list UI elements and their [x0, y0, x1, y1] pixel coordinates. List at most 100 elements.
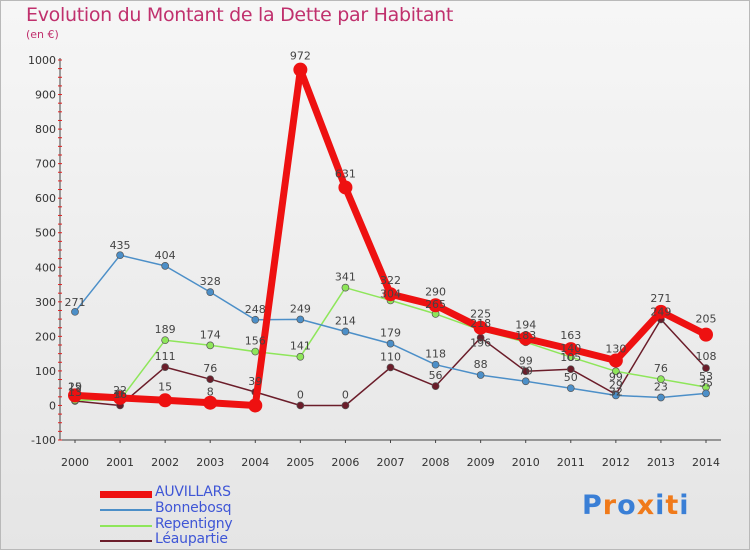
data-label: 205: [696, 313, 717, 326]
data-label: 196: [470, 337, 491, 350]
data-point-repentigny: [296, 352, 305, 361]
data-point-bonnebosq: [521, 377, 530, 386]
x-tick-label: 2003: [196, 456, 224, 469]
data-point-bonnebosq: [386, 339, 395, 348]
data-label: 50: [564, 371, 578, 384]
data-label: 56: [429, 369, 443, 382]
data-label: 189: [155, 323, 176, 336]
chart-title: Evolution du Montant de la Dette par Hab…: [26, 4, 454, 26]
data-point-auvillars: [563, 342, 578, 357]
y-tick-label: 500: [35, 227, 56, 240]
data-point-leaupartie: [161, 363, 169, 371]
data-point-bonnebosq: [657, 393, 665, 402]
x-tick-label: 2009: [467, 456, 495, 469]
data-point-auvillars: [338, 180, 353, 195]
data-point-auvillars: [383, 287, 398, 302]
x-tick-label: 2002: [151, 456, 179, 469]
data-label: 35: [699, 376, 713, 389]
data-point-leaupartie: [521, 367, 530, 376]
data-point-repentigny: [341, 283, 350, 292]
data-label: 99: [609, 370, 623, 383]
data-label: 108: [696, 350, 717, 363]
data-label: 174: [200, 328, 221, 341]
data-label: 16: [113, 388, 127, 401]
data-label: 111: [155, 350, 176, 363]
x-tick-label: 2012: [602, 456, 630, 469]
logo-letter: x: [636, 490, 656, 521]
data-label: 0: [297, 388, 304, 401]
data-point-bonnebosq: [116, 251, 124, 260]
data-point-auvillars: [699, 327, 713, 342]
data-point-leaupartie: [386, 363, 395, 372]
y-tick-label: 600: [35, 192, 56, 205]
y-tick-label: 300: [35, 296, 56, 309]
data-point-auvillars: [248, 398, 263, 413]
data-label: 141: [290, 340, 311, 353]
data-label: 328: [200, 275, 221, 288]
x-tick-label: 2004: [241, 456, 269, 469]
data-point-bonnebosq: [296, 315, 305, 324]
data-label: 99: [519, 354, 533, 367]
data-label: 304: [380, 287, 401, 300]
legend-label-bonnebosq: Bonnebosq: [155, 500, 232, 516]
data-label: 435: [110, 239, 131, 252]
data-point-leaupartie: [702, 364, 710, 372]
data-label: 76: [654, 362, 668, 375]
legend-label-repentigny: Repentigny: [155, 516, 233, 532]
data-label: 110: [380, 350, 401, 363]
logo-letter: i: [679, 490, 690, 521]
data-label: 0: [117, 387, 124, 400]
data-point-bonnebosq: [161, 262, 169, 270]
y-tick-label: 800: [35, 123, 56, 136]
data-point-leaupartie: [206, 375, 215, 384]
proxiti-logo: Proxiti: [582, 490, 690, 521]
data-point-auvillars: [653, 304, 668, 319]
y-tick-label: 0: [49, 399, 56, 412]
data-point-auvillars: [428, 298, 443, 313]
data-label: 53: [699, 370, 713, 383]
x-tick-label: 2000: [61, 456, 89, 469]
data-point-bonnebosq: [71, 307, 79, 316]
data-label: 70: [519, 364, 533, 377]
data-point-auvillars: [113, 390, 128, 405]
x-tick-label: 2013: [647, 456, 675, 469]
data-point-leaupartie: [431, 382, 440, 390]
y-tick-label: -100: [31, 434, 56, 447]
data-label: 13: [68, 386, 82, 399]
data-label: 29: [609, 378, 623, 391]
data-label: 15: [68, 380, 82, 393]
data-point-auvillars: [68, 388, 82, 403]
data-label: 271: [650, 292, 671, 305]
legend-label-leaupartie: Léaupartie: [155, 531, 228, 547]
data-point-auvillars: [293, 62, 308, 77]
logo-letter: o: [617, 490, 637, 521]
data-label: 404: [155, 249, 176, 262]
data-label: 341: [335, 271, 356, 284]
data-label: 105: [560, 351, 581, 364]
data-point-auvillars: [158, 393, 173, 408]
data-label: 218: [470, 317, 491, 330]
data-label: 88: [474, 358, 488, 371]
logo-letter: t: [665, 490, 680, 521]
data-label: 15: [158, 380, 172, 393]
data-point-leaupartie: [566, 365, 575, 374]
x-tick-label: 2008: [422, 456, 450, 469]
x-tick-label: 2011: [557, 456, 585, 469]
data-point-repentigny: [251, 347, 260, 356]
data-label: 322: [380, 274, 401, 287]
logo-letter: r: [602, 490, 618, 521]
data-label: 32: [609, 385, 623, 398]
legend-swatch-leaupartie: [100, 540, 152, 542]
y-tick-label: 200: [35, 330, 56, 343]
data-label: 156: [245, 335, 266, 348]
legend-label-auvillars: AUVILLARS: [155, 484, 231, 500]
data-point-auvillars: [473, 320, 488, 335]
data-label: 214: [335, 315, 356, 328]
data-point-bonnebosq: [206, 288, 215, 296]
data-label: 179: [380, 327, 401, 340]
data-label: 183: [515, 329, 536, 342]
data-label: 23: [654, 381, 668, 394]
data-point-repentigny: [206, 341, 215, 350]
